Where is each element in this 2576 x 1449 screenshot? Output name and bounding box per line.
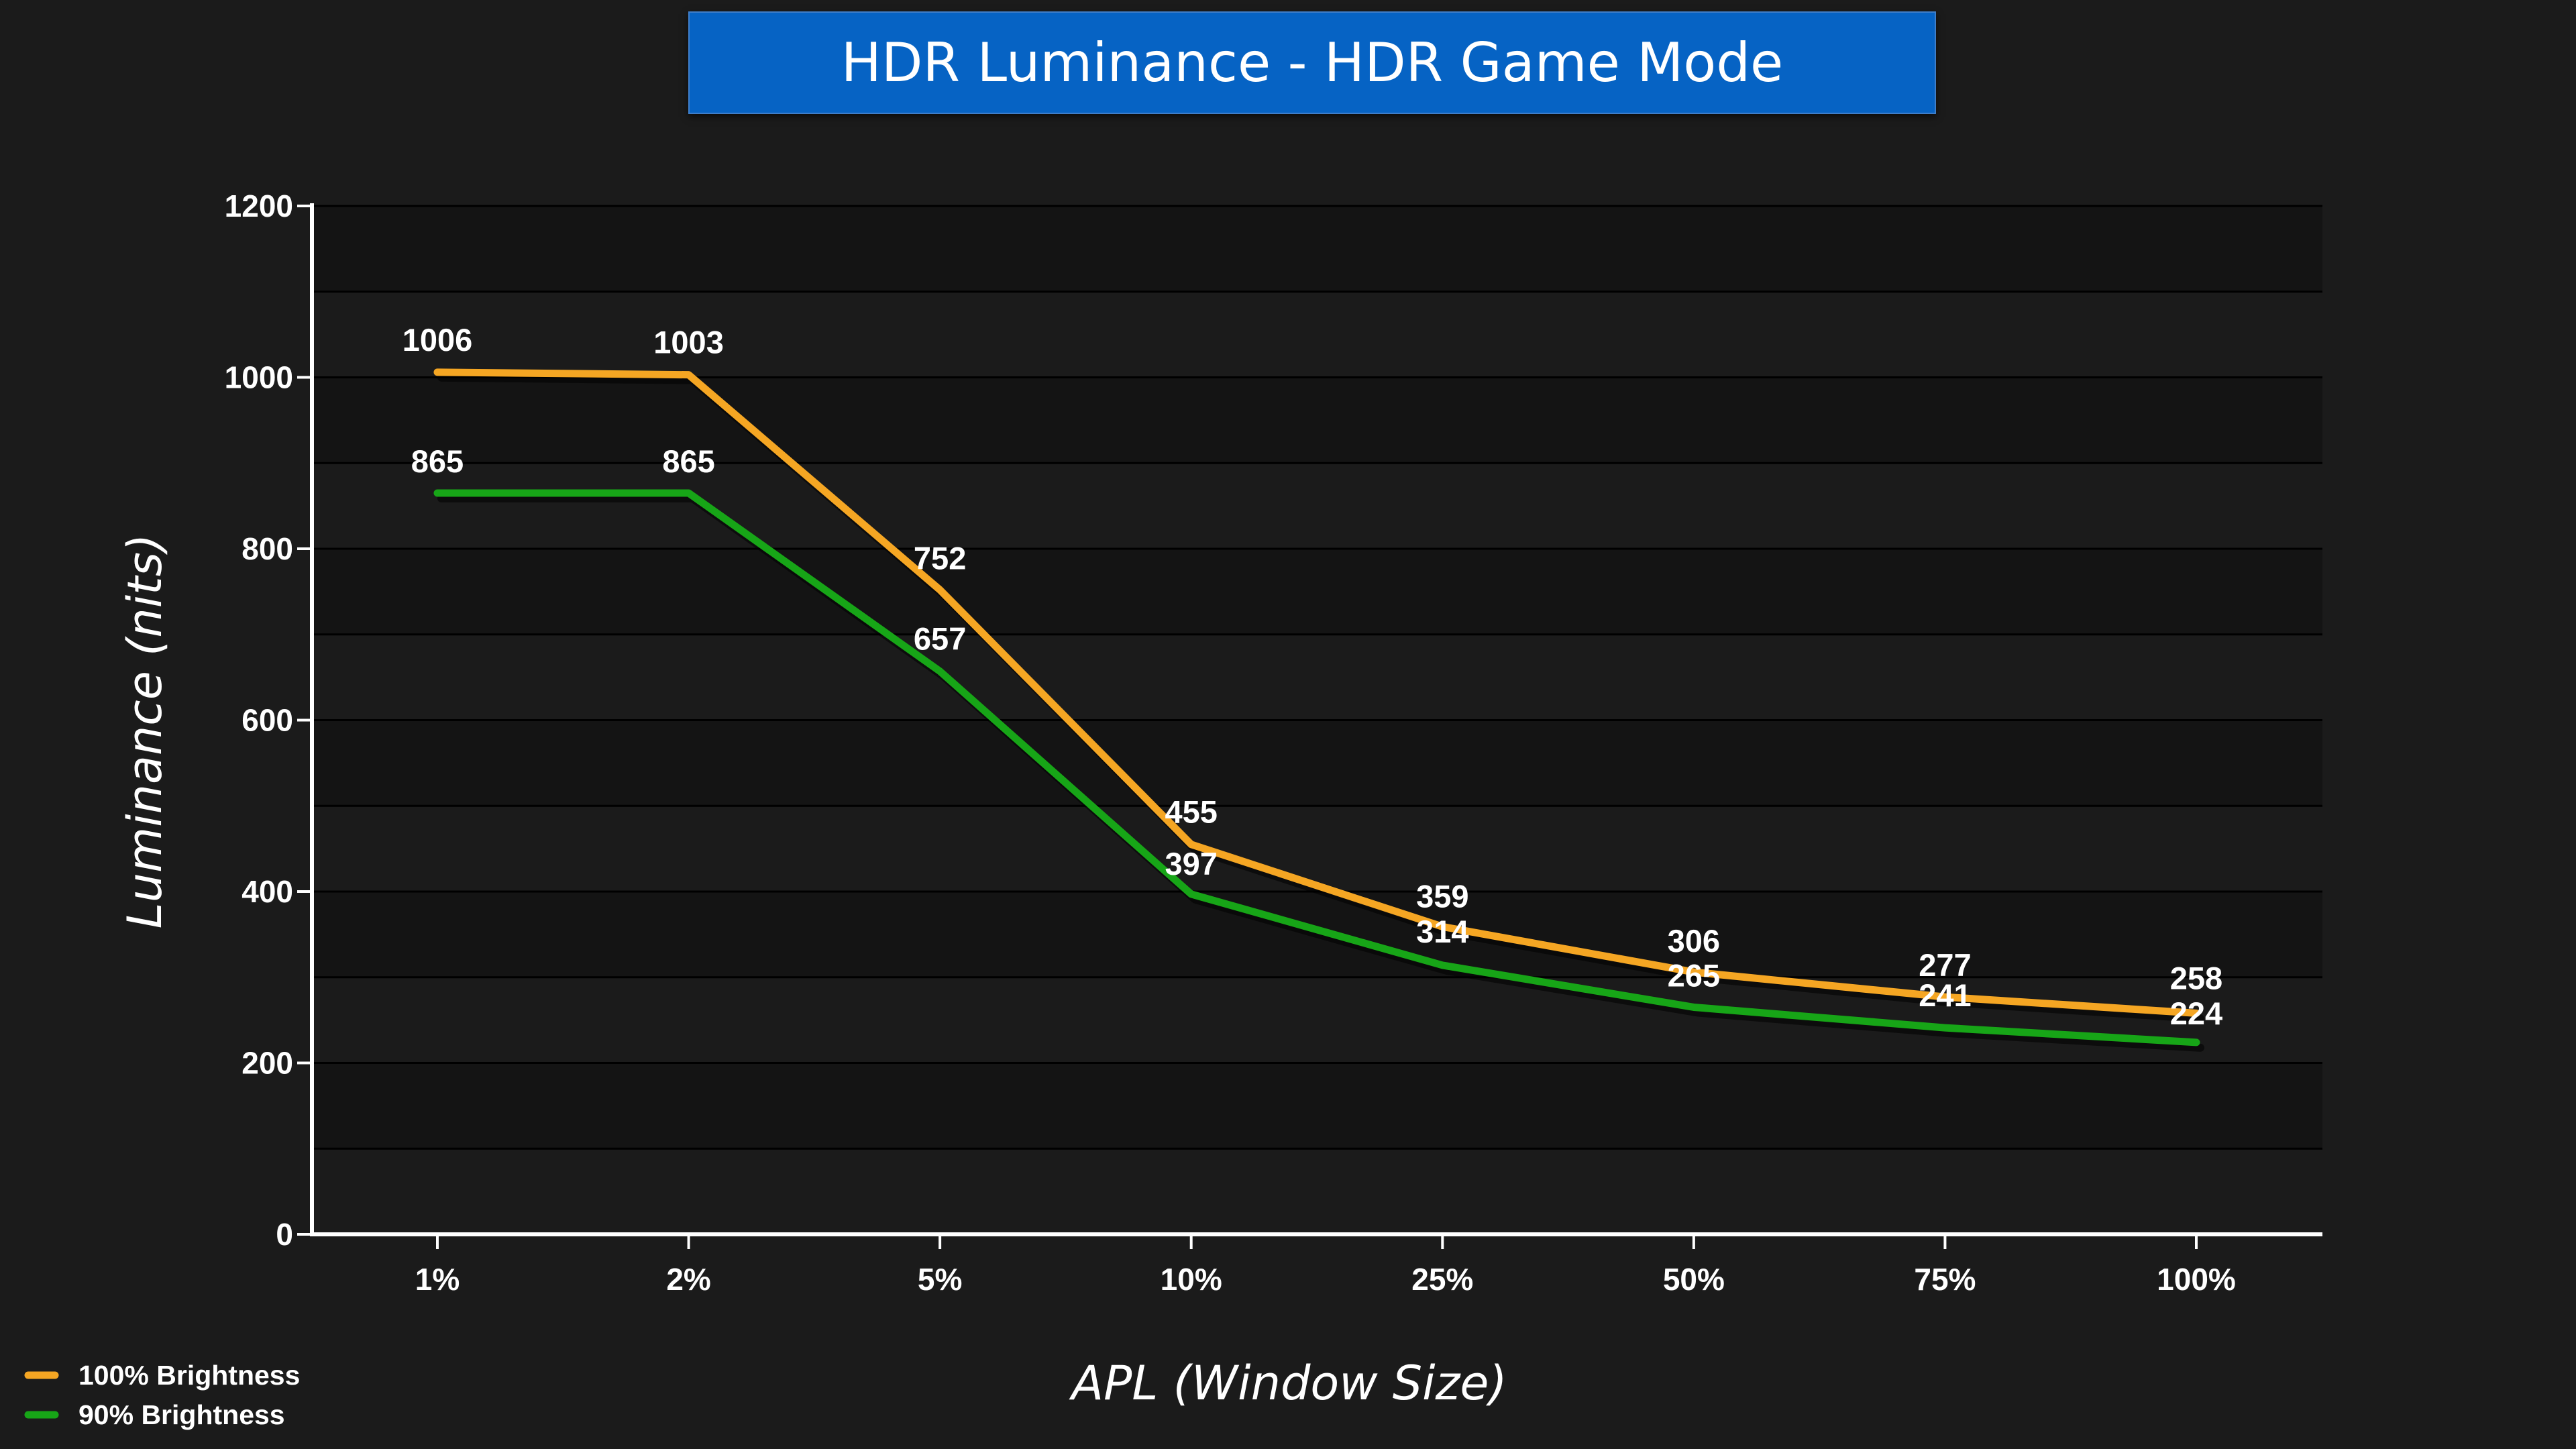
chart-title-box: HDR Luminance - HDR Game Mode xyxy=(688,11,1936,114)
x-tick-label: 75% xyxy=(1914,1262,1976,1297)
data-label: 657 xyxy=(914,621,966,657)
y-axis-title: Luminance (nits) xyxy=(117,534,172,929)
x-axis-title: APL (Window Size) xyxy=(1069,1356,1507,1411)
y-tick-label: 600 xyxy=(241,703,293,738)
plot-band xyxy=(312,720,2322,806)
data-label: 277 xyxy=(1919,947,1971,983)
data-label: 258 xyxy=(2170,960,2222,996)
series-line-brightness-100 xyxy=(433,368,2200,1017)
x-tick-label: 1% xyxy=(415,1262,460,1297)
chart-title: HDR Luminance - HDR Game Mode xyxy=(841,32,1784,94)
y-tick-label: 1200 xyxy=(225,189,293,223)
x-tick-label: 10% xyxy=(1161,1262,1222,1297)
series-line-brightness-90 xyxy=(433,489,2200,1046)
plot-band xyxy=(312,1063,2322,1149)
data-label: 1006 xyxy=(402,322,473,358)
data-label: 265 xyxy=(1668,957,1720,993)
plot-band xyxy=(312,206,2322,292)
plot-band xyxy=(312,377,2322,464)
legend-label: 90% Brightness xyxy=(78,1399,285,1430)
legend: 100% Brightness 90% Brightness xyxy=(24,1360,300,1430)
x-tick-label: 100% xyxy=(2157,1262,2236,1297)
y-tick-label: 800 xyxy=(241,531,293,566)
y-tick-label: 400 xyxy=(241,874,293,909)
data-label: 359 xyxy=(1416,878,1468,914)
data-label: 752 xyxy=(914,540,966,576)
x-tick-label: 50% xyxy=(1663,1262,1725,1297)
plot-band xyxy=(312,549,2322,635)
data-label: 865 xyxy=(662,443,714,479)
x-tick-label: 2% xyxy=(666,1262,710,1297)
data-label: 455 xyxy=(1165,794,1218,830)
data-label: 241 xyxy=(1919,977,1971,1013)
data-label: 1003 xyxy=(653,325,724,360)
data-label: 397 xyxy=(1165,846,1218,881)
x-tick-label: 25% xyxy=(1411,1262,1473,1297)
y-tick-label: 200 xyxy=(241,1046,293,1081)
data-label: 306 xyxy=(1668,923,1720,959)
y-tick-label: 0 xyxy=(276,1217,293,1252)
data-label: 314 xyxy=(1416,914,1468,949)
data-label: 224 xyxy=(2170,996,2222,1031)
data-label: 865 xyxy=(411,443,464,479)
legend-label: 100% Brightness xyxy=(78,1360,300,1391)
x-tick-label: 5% xyxy=(918,1262,962,1297)
y-tick-label: 1000 xyxy=(225,360,293,395)
